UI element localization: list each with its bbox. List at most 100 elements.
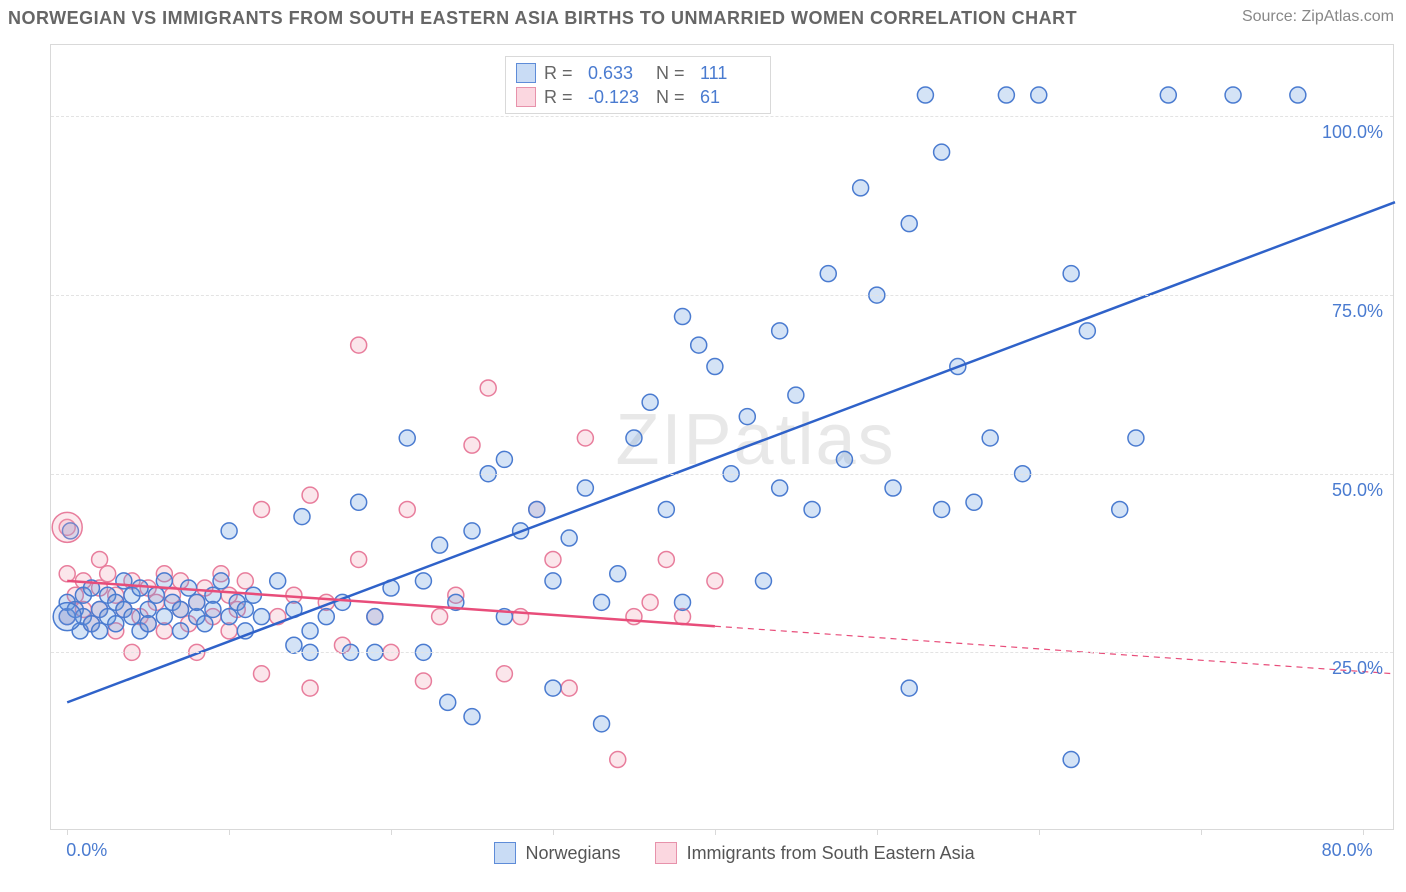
immigrants-point bbox=[399, 501, 415, 517]
immigrants-point bbox=[707, 573, 723, 589]
legend-row: R = 0.633 N = 111 bbox=[516, 61, 760, 85]
norwegians-point bbox=[707, 359, 723, 375]
norwegians-point bbox=[1063, 266, 1079, 282]
x-tick-label: 0.0% bbox=[66, 840, 107, 861]
norwegians-point bbox=[302, 623, 318, 639]
norwegians-point bbox=[901, 680, 917, 696]
gridline bbox=[51, 474, 1393, 475]
norwegians-point bbox=[853, 180, 869, 196]
gridline bbox=[51, 116, 1393, 117]
norwegians-point bbox=[577, 480, 593, 496]
norwegians-point bbox=[221, 609, 237, 625]
x-tick-mark bbox=[1039, 829, 1040, 835]
norwegians-point bbox=[173, 623, 189, 639]
norwegians-point bbox=[140, 616, 156, 632]
norwegians-point bbox=[820, 266, 836, 282]
immigrants-point bbox=[415, 673, 431, 689]
r-label: R = bbox=[544, 85, 580, 109]
norwegians-point bbox=[294, 509, 310, 525]
norwegians-point bbox=[464, 709, 480, 725]
norwegians-point bbox=[1079, 323, 1095, 339]
norwegians-point bbox=[772, 323, 788, 339]
immigrants-point bbox=[480, 380, 496, 396]
norwegians-point bbox=[221, 523, 237, 539]
norwegians-point bbox=[1160, 87, 1176, 103]
norwegians-point bbox=[1063, 752, 1079, 768]
norwegians-point bbox=[594, 594, 610, 610]
immigrants-point bbox=[577, 430, 593, 446]
r-value: 0.633 bbox=[588, 61, 648, 85]
norwegians-point bbox=[270, 573, 286, 589]
immigrants-point bbox=[351, 551, 367, 567]
norwegians-point-large bbox=[53, 603, 81, 631]
gridline bbox=[51, 652, 1393, 653]
norwegians-point bbox=[1112, 501, 1128, 517]
norwegians-point bbox=[173, 601, 189, 617]
immigrants-point bbox=[642, 594, 658, 610]
y-tick-label: 25.0% bbox=[1332, 658, 1383, 679]
immigrants-point bbox=[100, 566, 116, 582]
r-value: -0.123 bbox=[588, 85, 648, 109]
n-value: 111 bbox=[700, 61, 760, 85]
norwegians-point bbox=[197, 616, 213, 632]
norwegians-point bbox=[108, 616, 124, 632]
legend-label: Norwegians bbox=[526, 843, 621, 864]
norwegians-point bbox=[286, 637, 302, 653]
norwegians-point bbox=[213, 573, 229, 589]
norwegians-point bbox=[610, 566, 626, 582]
norwegians-point bbox=[545, 680, 561, 696]
trend-line-dashed bbox=[715, 626, 1395, 674]
norwegians-point bbox=[885, 480, 901, 496]
immigrants-point bbox=[302, 680, 318, 696]
immigrants-point bbox=[658, 551, 674, 567]
y-tick-label: 75.0% bbox=[1332, 301, 1383, 322]
norwegians-point bbox=[561, 530, 577, 546]
norwegians-point bbox=[132, 580, 148, 596]
x-tick-mark bbox=[715, 829, 716, 835]
norwegians-point bbox=[92, 623, 108, 639]
norwegians-point bbox=[189, 594, 205, 610]
n-label: N = bbox=[656, 61, 692, 85]
gridline bbox=[51, 295, 1393, 296]
norwegians-point bbox=[124, 609, 140, 625]
immigrants-point bbox=[464, 437, 480, 453]
legend-swatch bbox=[516, 63, 536, 83]
x-tick-mark bbox=[67, 829, 68, 835]
norwegians-point bbox=[254, 609, 270, 625]
norwegians-point bbox=[966, 494, 982, 510]
immigrants-point bbox=[302, 487, 318, 503]
source-credit: Source: ZipAtlas.com bbox=[1242, 8, 1394, 26]
x-tick-mark bbox=[1201, 829, 1202, 835]
norwegians-point bbox=[432, 537, 448, 553]
norwegians-point bbox=[934, 144, 950, 160]
norwegians-point bbox=[772, 480, 788, 496]
norwegians-point bbox=[658, 501, 674, 517]
legend-swatch bbox=[494, 842, 516, 864]
r-label: R = bbox=[544, 61, 580, 85]
legend-swatch bbox=[516, 87, 536, 107]
norwegians-point bbox=[1225, 87, 1241, 103]
norwegians-point bbox=[529, 501, 545, 517]
norwegians-point bbox=[237, 601, 253, 617]
immigrants-point bbox=[561, 680, 577, 696]
plot-area: ZIPatlas 25.0%50.0%75.0%100.0% bbox=[50, 44, 1394, 830]
norwegians-point bbox=[594, 716, 610, 732]
n-value: 61 bbox=[700, 85, 760, 109]
x-tick-mark bbox=[1363, 829, 1364, 835]
immigrants-point bbox=[254, 666, 270, 682]
x-tick-label: 80.0% bbox=[1322, 840, 1373, 861]
immigrants-point bbox=[351, 337, 367, 353]
norwegians-point bbox=[464, 523, 480, 539]
norwegians-point bbox=[788, 387, 804, 403]
correlation-legend: R = 0.633 N = 111 R = -0.123 N = 61 bbox=[505, 56, 771, 114]
norwegians-point bbox=[755, 573, 771, 589]
norwegians-point bbox=[367, 609, 383, 625]
x-tick-mark bbox=[229, 829, 230, 835]
norwegians-point bbox=[205, 601, 221, 617]
n-label: N = bbox=[656, 85, 692, 109]
norwegians-point bbox=[675, 309, 691, 325]
immigrants-point bbox=[545, 551, 561, 567]
immigrants-point bbox=[237, 573, 253, 589]
norwegians-point bbox=[351, 494, 367, 510]
series-legend: NorwegiansImmigrants from South Eastern … bbox=[494, 842, 999, 864]
